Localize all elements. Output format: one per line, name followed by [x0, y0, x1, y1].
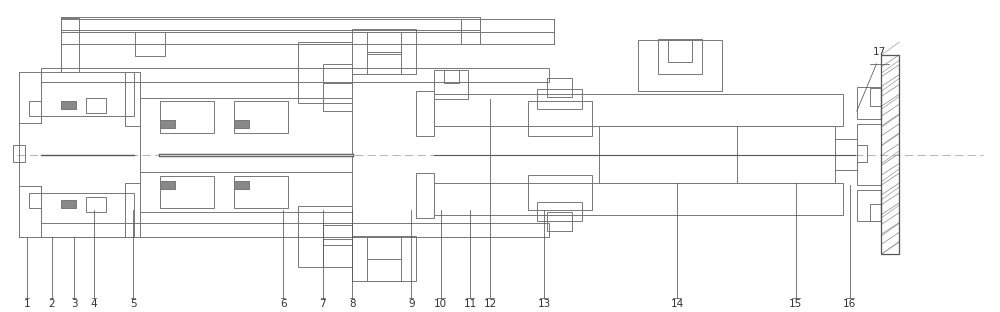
Text: 11: 11: [464, 300, 477, 310]
Bar: [298, 206, 352, 267]
Bar: [41, 223, 549, 237]
Bar: [668, 40, 692, 62]
Bar: [135, 44, 165, 56]
Bar: [434, 70, 468, 99]
Bar: [870, 204, 881, 222]
Bar: [61, 32, 480, 44]
Bar: [434, 183, 843, 215]
Bar: [86, 98, 106, 113]
Text: 14: 14: [671, 300, 684, 310]
Bar: [140, 98, 352, 172]
Text: 1: 1: [24, 300, 30, 310]
Bar: [528, 175, 592, 210]
Bar: [61, 101, 76, 109]
Bar: [537, 202, 582, 222]
Text: 17: 17: [873, 47, 886, 57]
Bar: [870, 88, 881, 106]
Bar: [135, 32, 165, 44]
Bar: [125, 72, 140, 126]
Text: 10: 10: [434, 300, 447, 310]
Bar: [444, 70, 459, 84]
Bar: [599, 126, 835, 183]
Bar: [416, 91, 434, 136]
Bar: [434, 94, 843, 126]
Text: 5: 5: [130, 300, 137, 310]
Bar: [160, 101, 214, 133]
Bar: [547, 212, 572, 232]
Bar: [658, 39, 702, 74]
Bar: [881, 55, 899, 254]
Bar: [416, 173, 434, 217]
Bar: [528, 101, 592, 136]
Text: 2: 2: [48, 300, 55, 310]
Bar: [125, 183, 140, 237]
Bar: [323, 84, 352, 111]
Bar: [41, 68, 549, 81]
Text: 4: 4: [91, 300, 97, 310]
Bar: [857, 87, 881, 119]
Bar: [367, 32, 401, 54]
Bar: [323, 239, 352, 267]
Bar: [547, 78, 572, 97]
Bar: [41, 193, 134, 237]
Bar: [19, 186, 41, 237]
Bar: [461, 32, 554, 44]
Bar: [537, 90, 582, 109]
Bar: [298, 42, 352, 103]
Bar: [61, 18, 79, 44]
Bar: [61, 200, 76, 208]
Bar: [367, 259, 401, 280]
Bar: [29, 193, 41, 208]
Text: 8: 8: [349, 300, 355, 310]
Bar: [61, 17, 480, 30]
Bar: [857, 144, 867, 162]
Text: 16: 16: [843, 300, 857, 310]
Bar: [41, 72, 134, 116]
Bar: [367, 237, 401, 259]
Bar: [857, 190, 881, 222]
Bar: [234, 176, 288, 208]
Text: 3: 3: [71, 300, 77, 310]
Text: 12: 12: [484, 300, 497, 310]
Bar: [29, 101, 41, 116]
Bar: [160, 120, 175, 128]
Bar: [234, 181, 249, 189]
Bar: [140, 172, 352, 212]
Bar: [160, 176, 214, 208]
Bar: [19, 72, 41, 123]
Text: 13: 13: [538, 300, 551, 310]
Text: 9: 9: [408, 300, 415, 310]
Bar: [367, 52, 401, 74]
Bar: [352, 29, 416, 74]
Bar: [234, 120, 249, 128]
Bar: [857, 124, 881, 185]
Bar: [61, 44, 79, 72]
Bar: [323, 226, 352, 245]
Bar: [160, 181, 175, 189]
Text: 15: 15: [789, 300, 802, 310]
Bar: [461, 19, 554, 32]
Bar: [13, 144, 25, 162]
Bar: [352, 236, 416, 280]
Bar: [638, 40, 722, 91]
Text: 6: 6: [280, 300, 286, 310]
Bar: [835, 139, 857, 170]
Bar: [323, 64, 352, 84]
Bar: [86, 197, 106, 212]
Text: 7: 7: [319, 300, 326, 310]
Bar: [234, 101, 288, 133]
